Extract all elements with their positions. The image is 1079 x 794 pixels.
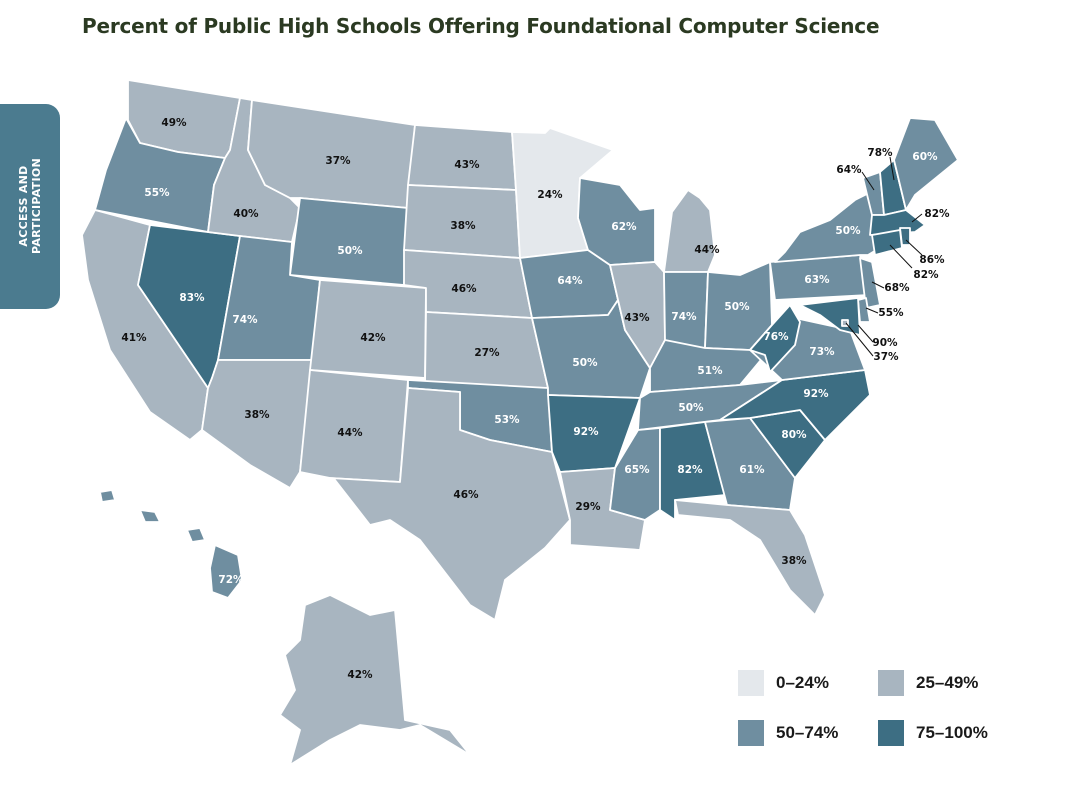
- state-ma: [869, 209, 926, 236]
- state-label-me: 60%: [912, 151, 938, 163]
- state-wv: [749, 304, 801, 373]
- state-label-al: 82%: [677, 464, 703, 476]
- state-label-la: 29%: [575, 501, 601, 513]
- state-label-az: 38%: [244, 409, 270, 421]
- state-label-de: 55%: [878, 307, 904, 319]
- state-label-ne: 46%: [451, 283, 477, 295]
- state-label-ks: 27%: [474, 347, 500, 359]
- state-fl: [674, 499, 826, 616]
- state-label-oh: 50%: [724, 301, 750, 313]
- state-label-nm: 44%: [337, 427, 363, 439]
- state-label-nh: 78%: [867, 147, 893, 159]
- page-title: Percent of Public High Schools Offering …: [82, 14, 880, 38]
- leader-line-nj: [871, 281, 885, 289]
- state-label-nd: 43%: [454, 159, 480, 171]
- state-label-wa: 49%: [161, 117, 187, 129]
- state-label-mt: 37%: [325, 155, 351, 167]
- legend-swatch: [878, 720, 904, 746]
- legend-swatch: [738, 720, 764, 746]
- legend-item-2: 50–74%: [738, 720, 838, 746]
- side-section-tab[interactable]: ACCESS AND PARTICIPATION: [0, 104, 60, 309]
- state-label-sc: 80%: [781, 429, 807, 441]
- leader-line-ri: [905, 239, 923, 256]
- state-label-ny: 50%: [835, 225, 861, 237]
- state-label-mi: 44%: [694, 244, 720, 256]
- state-ky: [649, 339, 766, 393]
- state-label-tn: 50%: [678, 402, 704, 414]
- state-label-ia: 64%: [557, 275, 583, 287]
- state-label-ok: 53%: [494, 414, 520, 426]
- leader-line-nh: [889, 156, 895, 181]
- state-label-nj: 68%: [884, 282, 910, 294]
- state-mi: [663, 189, 716, 273]
- state-nd: [407, 124, 517, 191]
- state-label-vt: 64%: [836, 164, 862, 176]
- state-ct: [871, 229, 903, 256]
- state-label-hi: 72%: [218, 574, 244, 586]
- state-label-nc: 92%: [803, 388, 829, 400]
- state-label-tx: 46%: [453, 489, 479, 501]
- legend-label: 75–100%: [916, 723, 988, 742]
- state-wy: [289, 197, 409, 286]
- leader-line-vt: [861, 171, 875, 191]
- state-label-ms: 65%: [624, 464, 650, 476]
- state-label-ak: 42%: [347, 669, 373, 681]
- state-label-va: 73%: [809, 346, 835, 358]
- leader-line-ct: [889, 244, 913, 269]
- state-hi: [99, 489, 243, 599]
- legend-item-3: 75–100%: [878, 720, 988, 746]
- state-co: [309, 279, 427, 379]
- state-label-pa: 63%: [804, 274, 830, 286]
- state-label-dc: 37%: [873, 351, 899, 363]
- state-label-ut: 74%: [232, 314, 258, 326]
- legend-label: 25–49%: [916, 673, 979, 692]
- legend-label: 50–74%: [776, 723, 839, 742]
- state-ak: [279, 594, 471, 766]
- legend-swatch: [878, 670, 904, 696]
- state-label-nv: 83%: [179, 292, 205, 304]
- state-label-ct: 82%: [913, 269, 939, 281]
- state-label-wy: 50%: [337, 245, 363, 257]
- state-nj: [859, 257, 881, 309]
- state-label-ar: 92%: [573, 426, 599, 438]
- leader-line-de: [865, 307, 879, 314]
- state-label-ga: 61%: [739, 464, 765, 476]
- legend-item-0: 0–24%: [738, 670, 829, 696]
- leader-line-ma: [911, 213, 923, 223]
- state-label-mo: 50%: [572, 357, 598, 369]
- legend-swatch: [738, 670, 764, 696]
- state-label-wv: 76%: [763, 331, 789, 343]
- state-label-sd: 38%: [450, 220, 476, 232]
- state-label-ri: 86%: [919, 254, 945, 266]
- legend-item-1: 25–49%: [878, 670, 978, 696]
- state-label-or: 55%: [144, 187, 170, 199]
- state-label-fl: 38%: [781, 555, 807, 567]
- state-label-mn: 24%: [537, 189, 563, 201]
- leader-line-md: [857, 324, 874, 343]
- state-me: [893, 117, 959, 211]
- state-az: [201, 359, 313, 489]
- state-label-md: 90%: [872, 337, 898, 349]
- state-label-ky: 51%: [697, 365, 723, 377]
- state-label-co: 42%: [360, 332, 386, 344]
- state-label-il: 43%: [624, 312, 650, 324]
- state-nm: [299, 369, 409, 483]
- state-label-ca: 41%: [121, 332, 147, 344]
- state-label-wi: 62%: [611, 221, 637, 233]
- state-label-ma: 82%: [924, 208, 950, 220]
- state-tx: [329, 387, 571, 621]
- leader-line-dc: [845, 322, 874, 357]
- state-label-id: 40%: [233, 208, 259, 220]
- legend-label: 0–24%: [776, 673, 829, 692]
- state-label-in: 74%: [671, 311, 697, 323]
